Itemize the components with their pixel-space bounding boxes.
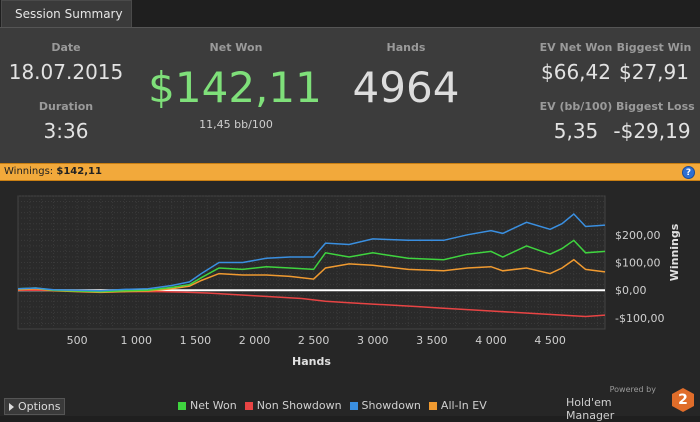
biggest-win-value: $27,91 — [619, 60, 689, 84]
legend-swatch — [349, 402, 358, 410]
date-value: 18.07.2015 — [8, 60, 124, 84]
winnings-value: $142,11 — [56, 166, 102, 177]
x-tick-label: 1 000 — [121, 334, 153, 347]
hands-value: 4964 — [352, 63, 460, 112]
tab-bar: Session Summary — [0, 0, 700, 27]
ev-net-won-value: $66,42 — [541, 60, 611, 84]
footer: Options Net Won Non Showdown Showdown All-I… — [0, 385, 700, 422]
legend-swatch — [428, 402, 437, 410]
duration-label: Duration — [38, 100, 94, 113]
brand-name: Hold'em Manager — [566, 396, 615, 422]
net-won-bb100: 11,45 bb/100 — [199, 118, 273, 131]
legend-swatch — [178, 402, 186, 410]
brand-logo: Powered by Hold'em Manager 2 — [566, 385, 696, 422]
hands-label: Hands — [386, 41, 426, 54]
y-tick-label: -$100,00 — [615, 312, 664, 325]
chart-legend: Net Won Non Showdown Showdown All-In EV — [178, 399, 495, 412]
x-tick-label: 2 000 — [239, 334, 271, 347]
x-tick-label: 4 000 — [475, 334, 507, 347]
winnings-chart: 500 1 000 1 500 2 000 2 500 3 000 3 500 4 000 4 … — [17, 195, 681, 368]
winnings-readout: Winnings: $142,11 — [4, 166, 102, 177]
biggest-loss-value: -$29,19 — [613, 119, 691, 143]
options-label: Options — [18, 400, 61, 413]
y-tick-label: $100,00 — [615, 257, 661, 270]
series-line-showdown — [17, 212, 606, 292]
expand-arrow-icon — [9, 403, 14, 411]
date-label: Date — [51, 41, 81, 54]
x-tick-label: 500 — [67, 334, 88, 347]
options-button[interactable]: Options — [4, 398, 66, 415]
legend-item: All-In EV — [428, 399, 487, 412]
legend-label: All-In EV — [440, 399, 487, 412]
powered-by-text: Powered by — [609, 385, 656, 394]
y-tick-label: $0,00 — [615, 284, 647, 297]
net-won-value: $142,11 — [148, 63, 322, 112]
tab-session-summary[interactable]: Session Summary — [1, 0, 132, 27]
x-tick-label: 4 500 — [534, 334, 566, 347]
legend-item: Showdown — [349, 399, 421, 412]
series-line-all-in-ev — [17, 258, 606, 294]
ev-bb100-value: 5,35 — [553, 119, 599, 143]
help-icon[interactable]: ? — [682, 166, 695, 179]
winnings-bar: Winnings: $142,11 ? — [0, 163, 700, 181]
biggest-loss-label: Biggest Loss — [616, 100, 695, 113]
y-tick-label: $200,00 — [615, 229, 661, 242]
ev-net-won-label: EV Net Won — [539, 41, 613, 54]
legend-item: Non Showdown — [244, 399, 342, 412]
x-tick-label: 3 500 — [416, 334, 448, 347]
x-axis-label: Hands — [292, 355, 331, 368]
legend-label: Non Showdown — [256, 399, 342, 412]
x-tick-label: 2 500 — [298, 334, 330, 347]
series-line-net-won — [17, 239, 606, 293]
biggest-win-label: Biggest Win — [616, 41, 692, 54]
legend-item: Net Won — [178, 399, 237, 412]
net-won-label: Net Won — [209, 41, 263, 54]
legend-label: Net Won — [190, 399, 237, 412]
winnings-label: Winnings: — [4, 166, 54, 177]
winnings-chart-area: 500 1 000 1 500 2 000 2 500 3 000 3 500 4 000 4 … — [0, 181, 700, 396]
x-tick-label: 3 000 — [357, 334, 389, 347]
x-tick-label: 1 500 — [180, 334, 212, 347]
ev-bb100-label: EV (bb/100) — [539, 100, 613, 113]
legend-swatch — [244, 402, 253, 410]
legend-label: Showdown — [361, 399, 421, 412]
session-summary-panel: Date 18.07.2015 Duration 3:36 Net Won $1… — [0, 27, 700, 163]
duration-value: 3:36 — [43, 119, 89, 143]
y-axis-label: Winnings — [668, 223, 681, 281]
hm2-logo-icon: 2 — [672, 388, 694, 412]
